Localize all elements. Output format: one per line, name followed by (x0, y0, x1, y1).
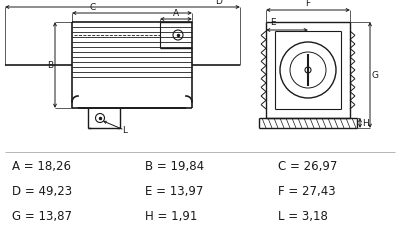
Text: L = 3,18: L = 3,18 (278, 210, 328, 223)
Text: H = 1,91: H = 1,91 (145, 210, 197, 223)
Text: L: L (122, 126, 127, 135)
Text: A = 18,26: A = 18,26 (12, 160, 71, 173)
Text: C: C (90, 3, 96, 12)
Text: D: D (215, 0, 222, 6)
Text: E = 13,97: E = 13,97 (145, 185, 203, 198)
Text: A: A (173, 9, 179, 18)
Text: B = 19,84: B = 19,84 (145, 160, 204, 173)
Text: E: E (270, 18, 276, 27)
Text: F: F (306, 0, 310, 8)
Text: H: H (362, 119, 369, 127)
Text: B: B (47, 61, 53, 69)
Text: G: G (372, 70, 379, 79)
Text: C = 26,97: C = 26,97 (278, 160, 337, 173)
Text: D = 49,23: D = 49,23 (12, 185, 72, 198)
Text: F = 27,43: F = 27,43 (278, 185, 336, 198)
Text: G = 13,87: G = 13,87 (12, 210, 72, 223)
